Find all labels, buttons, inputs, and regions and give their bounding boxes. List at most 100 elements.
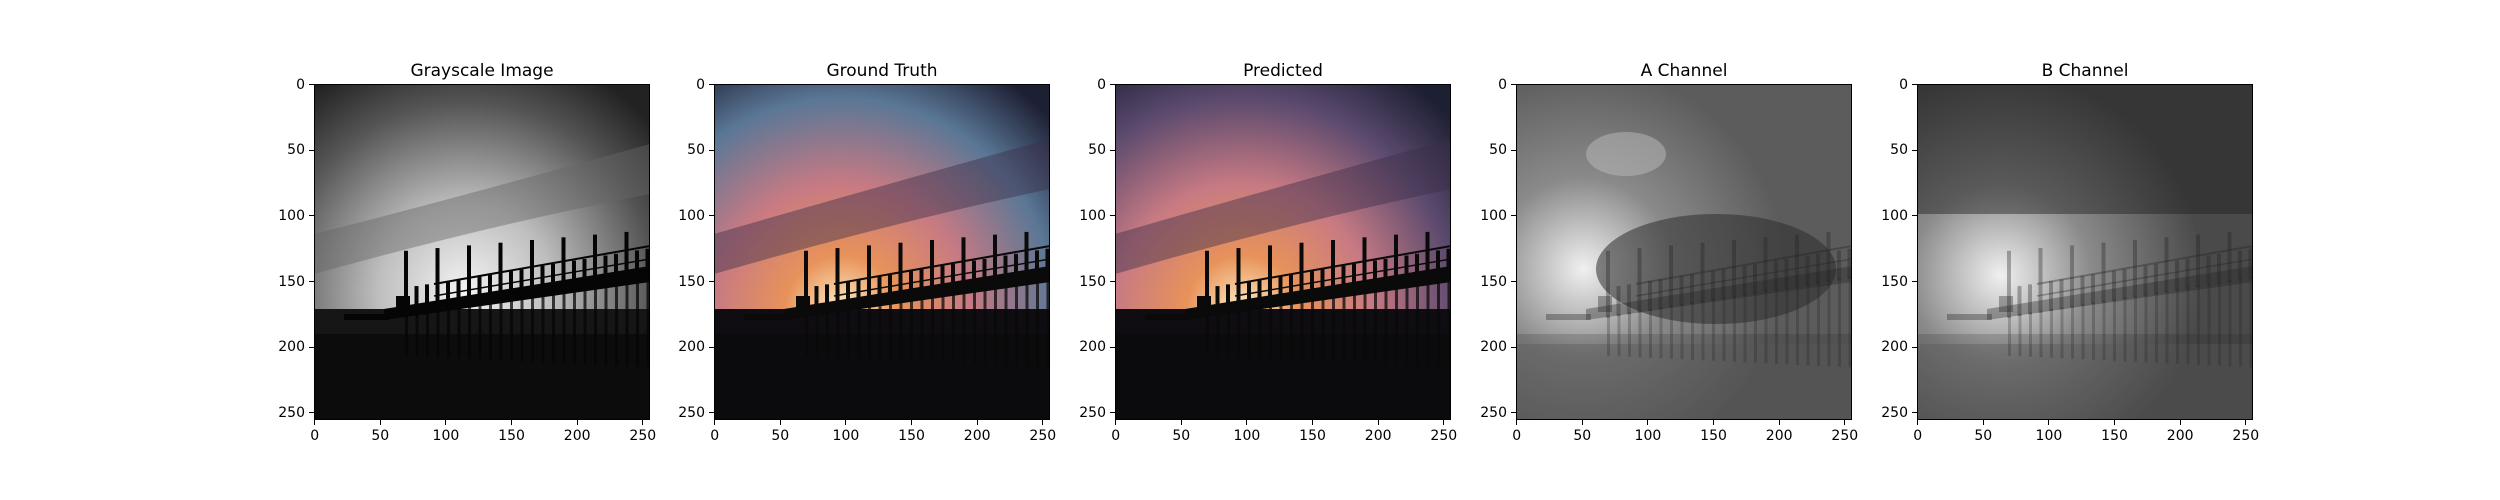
channel-map	[1917, 84, 2253, 420]
pier-post	[846, 280, 850, 311]
x-tick	[1312, 420, 1314, 425]
pier-piling	[1290, 302, 1293, 360]
x-tick-label: 200	[1765, 428, 1793, 444]
x-tick	[1778, 420, 1780, 425]
pier-piling	[1269, 305, 1272, 359]
y-tick-label: 250	[278, 404, 305, 421]
pier-post	[2185, 258, 2190, 289]
x-tick-label: 100	[1233, 428, 1261, 444]
pier-piling	[2249, 276, 2253, 368]
y-tick-label: 150	[1079, 273, 1106, 290]
pier-piling	[878, 303, 882, 360]
pier-post	[1352, 264, 1356, 295]
light-region	[1586, 132, 1666, 176]
pier-piling	[2186, 286, 2190, 365]
pier-post	[1278, 275, 1283, 306]
pier-piling	[1743, 293, 1747, 363]
pier-post	[856, 279, 861, 310]
pier-post	[1436, 250, 1440, 281]
pier-piling	[499, 300, 503, 361]
x-tick	[1917, 420, 1919, 425]
pier-post	[1415, 253, 1419, 284]
pier-rail	[1234, 245, 1451, 285]
x-tick	[1377, 420, 1379, 425]
pier-piling	[436, 310, 440, 358]
pier-post	[1805, 255, 1810, 286]
pier-rail	[1234, 258, 1451, 297]
pier-post	[1648, 280, 1652, 311]
x-tick-label: 150	[1700, 428, 1727, 444]
y-tick	[1110, 281, 1115, 283]
pier-piling	[2155, 292, 2158, 363]
pier-piling	[2218, 281, 2221, 366]
pier-post	[593, 234, 597, 288]
y-tick	[1110, 412, 1115, 414]
pier-post	[2038, 248, 2043, 313]
pier-piling	[973, 288, 976, 364]
cloud-band	[314, 144, 650, 274]
pier-piling	[857, 307, 861, 359]
pier-post	[1014, 253, 1018, 284]
x-tick	[1246, 420, 1248, 425]
x-tick-label: 200	[563, 428, 591, 444]
x-tick-label: 100	[2035, 428, 2063, 444]
pier-piling	[2123, 297, 2127, 362]
pier-far-deck	[744, 314, 789, 320]
pier-post	[1268, 245, 1272, 308]
pier-rail	[1635, 258, 1852, 297]
pier-post	[877, 275, 882, 306]
pier-post	[2217, 253, 2221, 284]
y-tick	[1511, 84, 1516, 86]
pier-piling	[2165, 290, 2169, 364]
panel-title: Grayscale Image	[410, 61, 554, 81]
x-tick-label: 200	[2166, 428, 2194, 444]
y-tick-label: 150	[278, 273, 305, 290]
x-tick-label: 100	[832, 428, 860, 444]
pier-post	[1045, 248, 1050, 279]
y-tick	[709, 84, 714, 86]
pier-piling	[1722, 297, 1726, 362]
x-tick	[314, 420, 316, 425]
x-tick	[714, 420, 716, 425]
y-tick	[709, 281, 714, 283]
pier-piling	[2197, 285, 2200, 365]
y-tick	[309, 149, 314, 151]
pier-piling	[952, 292, 955, 363]
x-tick-label: 200	[1364, 428, 1392, 444]
x-tick	[1844, 420, 1846, 425]
pier-piling	[447, 308, 450, 358]
pier-post	[2154, 264, 2158, 295]
pier-piling	[1036, 278, 1039, 367]
pier-post	[2017, 286, 2022, 317]
y-tick	[709, 215, 714, 217]
pier-piling	[962, 290, 966, 364]
pier-post	[1669, 245, 1673, 308]
lower-region	[1917, 344, 2253, 420]
y-tick-label: 150	[1881, 273, 1908, 290]
water-shadow	[1917, 334, 2253, 420]
pier-post	[614, 253, 618, 284]
panel-title: Ground Truth	[826, 61, 938, 81]
pier-post	[1606, 250, 1610, 318]
pier-piling	[1670, 305, 1673, 359]
pier-post	[919, 269, 924, 300]
y-tick	[1511, 346, 1516, 348]
pier-post	[414, 286, 419, 317]
x-tick-label: 50	[371, 428, 390, 444]
y-tick	[709, 412, 714, 414]
pier-piling	[847, 308, 850, 358]
pier-post	[1700, 242, 1705, 303]
pier-post	[1362, 237, 1367, 293]
pier-piling	[604, 283, 608, 366]
pier-post	[519, 269, 524, 300]
pier-rail	[433, 258, 650, 297]
pier-piling	[531, 295, 534, 362]
pier-post	[1679, 275, 1684, 306]
pier-piling	[1617, 314, 1621, 357]
pier-piling	[1712, 298, 1715, 361]
pier-piling	[1321, 297, 1325, 362]
image-gray	[314, 84, 650, 420]
y-tick	[1912, 149, 1917, 151]
pier-post	[1320, 269, 1325, 300]
image-a	[1516, 84, 1852, 420]
